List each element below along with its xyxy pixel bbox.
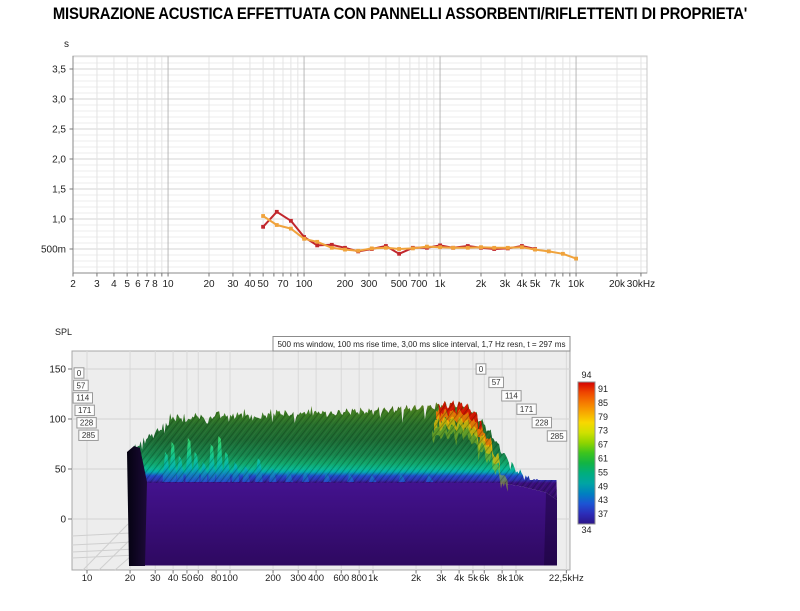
svg-text:3,5: 3,5 <box>52 65 66 76</box>
svg-text:1,5: 1,5 <box>52 185 66 196</box>
svg-text:200: 200 <box>265 573 281 584</box>
svg-text:400: 400 <box>308 573 324 584</box>
svg-text:50: 50 <box>55 465 67 476</box>
svg-text:61: 61 <box>598 454 608 464</box>
svg-text:50: 50 <box>182 573 193 584</box>
svg-text:SPL: SPL <box>55 327 72 337</box>
svg-text:40: 40 <box>244 279 256 290</box>
svg-text:2k: 2k <box>411 573 421 584</box>
svg-text:0: 0 <box>60 515 66 526</box>
svg-text:3: 3 <box>94 279 100 290</box>
svg-text:8k: 8k <box>497 573 507 584</box>
svg-text:300: 300 <box>361 279 378 290</box>
svg-text:1,0: 1,0 <box>52 215 66 226</box>
svg-text:30: 30 <box>227 279 239 290</box>
svg-text:6: 6 <box>135 279 141 290</box>
svg-text:55: 55 <box>598 467 608 477</box>
svg-text:150: 150 <box>49 365 66 376</box>
svg-text:0: 0 <box>77 369 82 378</box>
svg-text:67: 67 <box>598 440 608 450</box>
svg-text:285: 285 <box>550 432 564 441</box>
svg-text:1k: 1k <box>435 279 447 290</box>
svg-text:34: 34 <box>581 525 591 535</box>
svg-text:37: 37 <box>598 509 608 519</box>
svg-text:10: 10 <box>82 573 93 584</box>
svg-text:2: 2 <box>70 279 76 290</box>
page-title: MISURAZIONE ACUSTICA EFFETTUATA CON PANN… <box>52 5 748 23</box>
svg-text:5: 5 <box>124 279 130 290</box>
svg-text:6k: 6k <box>479 573 489 584</box>
svg-text:800: 800 <box>351 573 367 584</box>
svg-text:22,5kHz: 22,5kHz <box>549 573 584 584</box>
svg-text:200: 200 <box>337 279 354 290</box>
svg-text:70: 70 <box>277 279 289 290</box>
svg-text:94: 94 <box>581 370 591 380</box>
svg-text:100: 100 <box>49 415 66 426</box>
svg-text:5k: 5k <box>530 279 542 290</box>
svg-text:171: 171 <box>78 406 92 415</box>
svg-text:4k: 4k <box>517 279 529 290</box>
svg-text:1k: 1k <box>368 573 378 584</box>
svg-text:10k: 10k <box>508 573 524 584</box>
svg-text:5k: 5k <box>468 573 478 584</box>
svg-text:8: 8 <box>152 279 158 290</box>
svg-text:500m: 500m <box>41 245 66 256</box>
svg-text:10: 10 <box>162 279 174 290</box>
svg-text:43: 43 <box>598 495 608 505</box>
svg-text:20: 20 <box>203 279 215 290</box>
rt60-decay-chart: 2 3 4 5 6 7 8 10 20 30 40 50 70 100 200 300 500 700 1k 2k 3k… <box>41 39 655 290</box>
svg-text:3,0: 3,0 <box>52 95 66 106</box>
svg-text:s: s <box>64 39 69 50</box>
svg-text:40: 40 <box>168 573 179 584</box>
svg-text:500: 500 <box>391 279 408 290</box>
svg-text:228: 228 <box>80 419 94 428</box>
svg-text:3k: 3k <box>436 573 446 584</box>
svg-text:100: 100 <box>222 573 238 584</box>
svg-text:700: 700 <box>411 279 428 290</box>
svg-text:114: 114 <box>76 394 89 403</box>
svg-text:60: 60 <box>193 573 204 584</box>
svg-text:79: 79 <box>598 412 608 422</box>
svg-text:80: 80 <box>211 573 222 584</box>
svg-text:30kHz: 30kHz <box>627 279 655 290</box>
svg-text:3k: 3k <box>500 279 512 290</box>
svg-text:4k: 4k <box>454 573 464 584</box>
svg-text:0: 0 <box>479 365 484 374</box>
svg-text:20k: 20k <box>609 279 626 290</box>
svg-text:171: 171 <box>520 405 534 414</box>
svg-text:91: 91 <box>598 384 608 394</box>
svg-text:114: 114 <box>505 392 518 401</box>
svg-text:49: 49 <box>598 481 608 491</box>
svg-text:2k: 2k <box>476 279 488 290</box>
svg-text:85: 85 <box>598 398 608 408</box>
svg-text:285: 285 <box>82 431 96 440</box>
svg-text:4: 4 <box>111 279 117 290</box>
svg-text:7k: 7k <box>550 279 562 290</box>
svg-text:228: 228 <box>535 418 549 427</box>
svg-text:20: 20 <box>125 573 136 584</box>
svg-text:73: 73 <box>598 426 608 436</box>
svg-text:2,5: 2,5 <box>52 125 66 136</box>
svg-text:7: 7 <box>144 279 150 290</box>
svg-text:57: 57 <box>492 378 501 387</box>
svg-text:10k: 10k <box>568 279 585 290</box>
svg-text:50: 50 <box>258 279 270 290</box>
svg-text:100: 100 <box>296 279 313 290</box>
svg-text:30: 30 <box>150 573 161 584</box>
svg-text:300: 300 <box>290 573 306 584</box>
svg-text:2,0: 2,0 <box>52 155 66 166</box>
svg-text:600: 600 <box>333 573 349 584</box>
svg-text:57: 57 <box>76 381 85 390</box>
svg-text:500 ms window, 100 ms rise tim: 500 ms window, 100 ms rise time, 3,00 ms… <box>278 340 566 349</box>
